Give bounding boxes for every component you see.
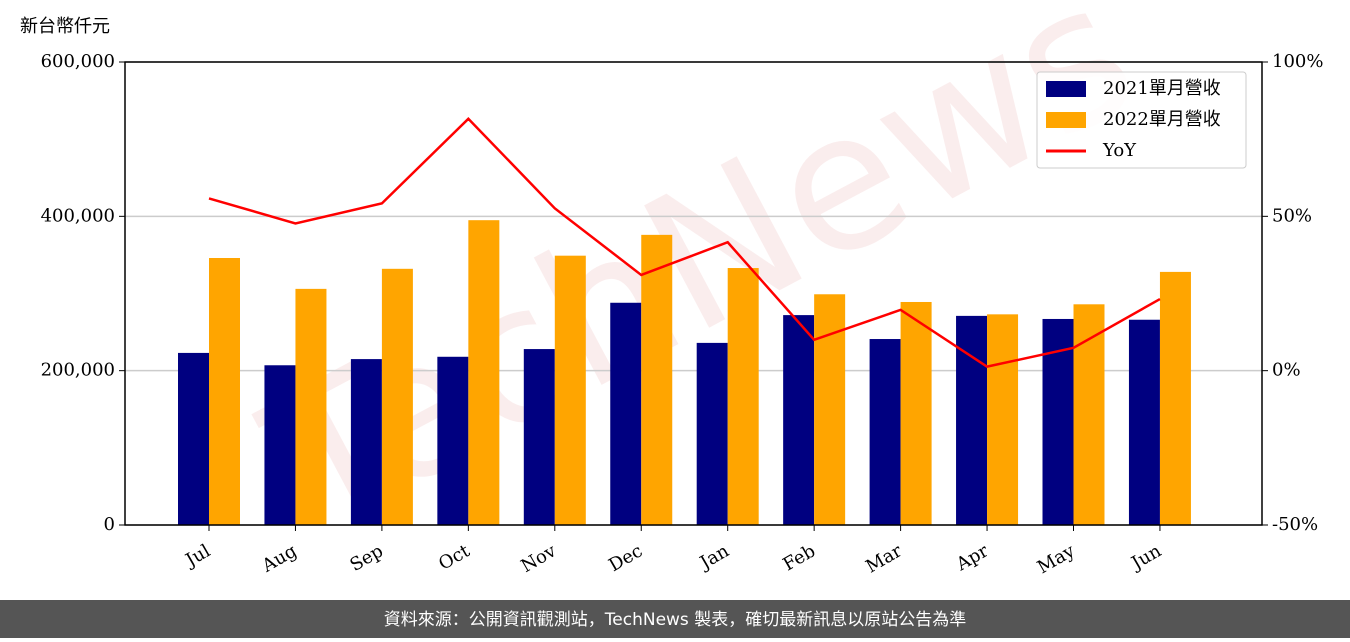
legend-box bbox=[1036, 71, 1247, 169]
bar bbox=[956, 315, 988, 525]
bar bbox=[641, 234, 673, 525]
bar bbox=[264, 365, 296, 525]
footer-bar bbox=[0, 600, 1350, 638]
y-axis-label: 新台幣仟元 bbox=[20, 16, 110, 37]
legend-swatch bbox=[1046, 81, 1086, 97]
plot-frame bbox=[124, 61, 1263, 526]
bar bbox=[696, 342, 728, 525]
legend-label: 2021單月營收 bbox=[1103, 78, 1221, 99]
bar bbox=[1128, 319, 1160, 525]
y-tick-label: 400,000 bbox=[41, 205, 115, 226]
bar bbox=[437, 356, 469, 525]
bar bbox=[295, 288, 327, 525]
bar bbox=[727, 268, 759, 525]
y2-tick-label: 0% bbox=[1272, 360, 1301, 381]
bar bbox=[468, 220, 500, 526]
y-tick-label: 200,000 bbox=[41, 360, 115, 381]
y-tick-label: 600,000 bbox=[41, 51, 115, 72]
bar bbox=[814, 294, 846, 525]
y2-tick-label: 50% bbox=[1272, 205, 1312, 226]
legend-label: YoY bbox=[1102, 140, 1137, 161]
bar bbox=[987, 314, 1019, 525]
bar bbox=[900, 301, 932, 525]
legend-label: 2022單月營收 bbox=[1103, 109, 1221, 130]
bar bbox=[1159, 271, 1191, 525]
bar bbox=[783, 315, 815, 525]
y2-tick-label: 100% bbox=[1272, 51, 1323, 72]
y-tick-label: 0 bbox=[104, 514, 115, 535]
bar bbox=[869, 339, 901, 525]
bar bbox=[523, 349, 555, 525]
bar bbox=[178, 352, 209, 525]
bar bbox=[350, 359, 382, 525]
bar bbox=[209, 258, 240, 525]
y2-tick-label: -50% bbox=[1272, 514, 1318, 535]
bar bbox=[554, 255, 586, 525]
bar bbox=[381, 268, 413, 525]
footer: 資料來源：公開資訊觀測站，TechNews 製表，確切最新訊息以原站公告為準 bbox=[384, 610, 966, 630]
legend-swatch bbox=[1046, 112, 1086, 128]
line bbox=[208, 117, 1161, 368]
bar bbox=[610, 302, 642, 525]
bar bbox=[1073, 304, 1105, 525]
